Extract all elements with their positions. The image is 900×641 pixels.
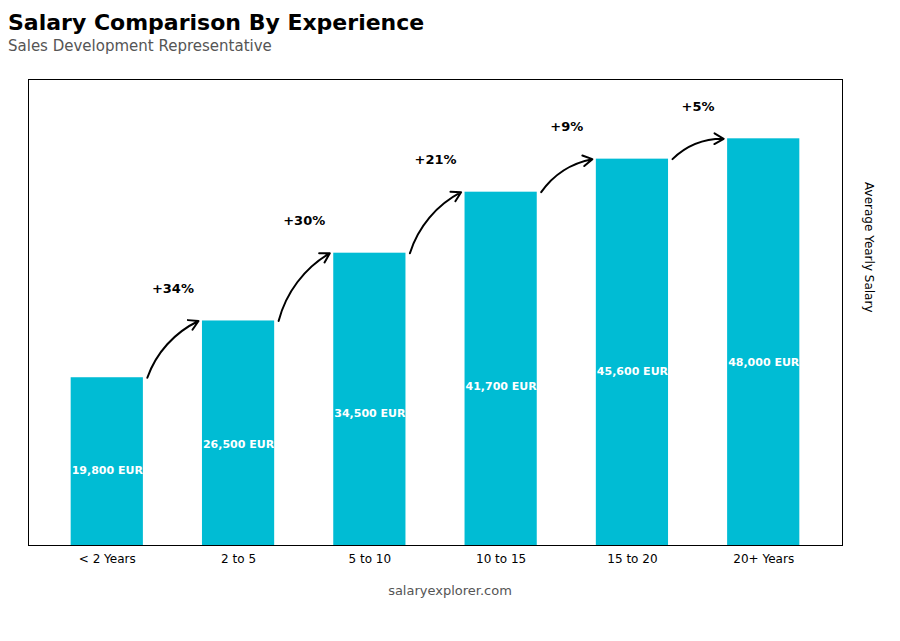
svg-text:41,700 EUR: 41,700 EUR	[466, 380, 538, 393]
html-text:Salary Comparison By Experienc: Salary Comparison By Experience	[8, 10, 425, 35]
svg-text:< 2 Years: < 2 Years	[79, 552, 136, 566]
svg-text:+34%: +34%	[152, 281, 194, 296]
svg-text:15 to 20: 15 to 20	[607, 552, 657, 566]
html-text:Sales Development Representati: Sales Development Representative	[8, 37, 272, 55]
svg-text:5 to 10: 5 to 10	[349, 552, 392, 566]
svg-text:20+ Years: 20+ Years	[733, 552, 794, 566]
svg-text:45,600 EUR: 45,600 EUR	[597, 365, 669, 378]
svg-text:10 to 15: 10 to 15	[476, 552, 526, 566]
svg-text:26,500 EUR: 26,500 EUR	[203, 438, 275, 451]
svg-text:+9%: +9%	[550, 119, 583, 134]
svg-text:+21%: +21%	[414, 152, 456, 167]
svg-text:19,800 EUR: 19,800 EUR	[72, 464, 144, 477]
svg-text:Average Yearly Salary: Average Yearly Salary	[862, 182, 876, 312]
svg-text:48,000 EUR: 48,000 EUR	[728, 356, 800, 369]
html-text:salaryexplorer.com: salaryexplorer.com	[388, 583, 512, 598]
svg-text:+30%: +30%	[283, 213, 325, 228]
svg-text:+5%: +5%	[682, 99, 715, 114]
svg-text:2 to 5: 2 to 5	[221, 552, 256, 566]
svg-text:34,500 EUR: 34,500 EUR	[334, 407, 406, 420]
